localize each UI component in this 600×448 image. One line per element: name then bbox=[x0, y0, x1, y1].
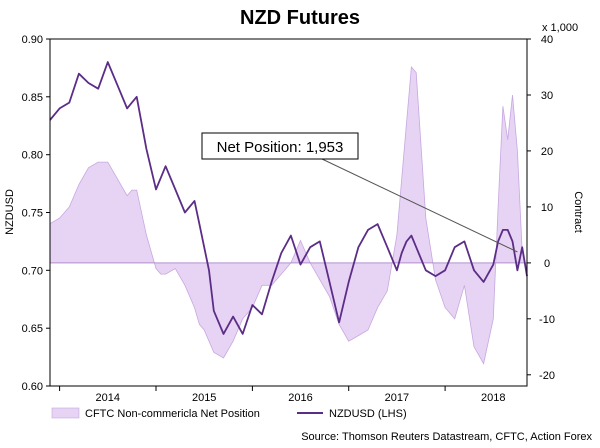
right-tick-label: 0 bbox=[544, 258, 550, 270]
left-tick-label: 0.75 bbox=[22, 208, 43, 220]
left-tick-label: 0.60 bbox=[22, 381, 43, 393]
legend: CFTC Non-commericla Net Position NZDUSD … bbox=[51, 407, 407, 420]
chart-title: NZD Futures bbox=[240, 7, 360, 29]
x-axis: 2014 2015 2016 2017 2018 bbox=[59, 386, 506, 404]
left-tick-label: 0.65 bbox=[22, 323, 43, 335]
left-tick-label: 0.85 bbox=[22, 92, 43, 104]
legend-line-label: NZDUSD (LHS) bbox=[329, 408, 407, 420]
right-tick-label: 40 bbox=[541, 34, 553, 46]
legend-area-swatch bbox=[51, 407, 80, 419]
annotation-label: Net Position: 1,953 bbox=[217, 139, 344, 156]
nzdusd-line bbox=[49, 61, 528, 335]
x-tick-label: 2017 bbox=[385, 392, 409, 404]
annotation-box bbox=[201, 132, 359, 160]
right-axis-multiplier: x 1,000 bbox=[542, 22, 578, 34]
right-tick-label: -10 bbox=[539, 314, 555, 326]
left-tick-label: 0.80 bbox=[22, 150, 43, 162]
x-tick-label: 2014 bbox=[96, 392, 120, 404]
left-tick-label: 0.70 bbox=[22, 265, 43, 277]
right-tick-label: 30 bbox=[541, 90, 553, 102]
legend-area-label: CFTC Non-commericla Net Position bbox=[85, 408, 260, 420]
net-position-area bbox=[49, 66, 528, 365]
nzdusd-line-layer bbox=[49, 61, 528, 335]
x-tick-label: 2015 bbox=[192, 392, 216, 404]
x-tick-label: 2018 bbox=[481, 392, 505, 404]
left-axis: 0.60 0.65 0.70 0.75 0.80 0.85 0.90 bbox=[22, 34, 50, 393]
x-tick-label: 2016 bbox=[288, 392, 312, 404]
left-tick-label: 0.90 bbox=[22, 34, 43, 46]
right-tick-label: 10 bbox=[541, 202, 553, 214]
right-axis: -20 -10 0 10 20 30 40 bbox=[527, 34, 555, 382]
right-tick-label: -20 bbox=[539, 370, 555, 382]
source-note: Source: Thomson Reuters Datastream, CFTC… bbox=[301, 431, 592, 443]
net-position-area-layer bbox=[49, 66, 528, 365]
annotation-pointer-line bbox=[321, 158, 518, 253]
right-axis-label: Contract bbox=[572, 191, 584, 233]
left-axis-label: NZDUSD bbox=[4, 189, 16, 235]
right-tick-label: 20 bbox=[541, 146, 553, 158]
